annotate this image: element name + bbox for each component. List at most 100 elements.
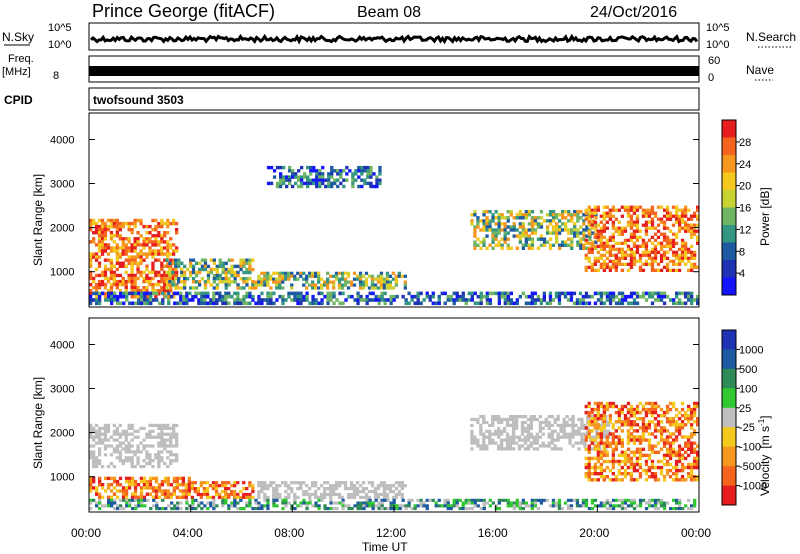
power-cell bbox=[379, 280, 384, 284]
velocity-cell bbox=[482, 507, 486, 511]
velocity-cell bbox=[488, 435, 492, 439]
velocity-cell bbox=[176, 507, 180, 511]
power-cell bbox=[281, 280, 285, 284]
power-cell bbox=[369, 175, 373, 179]
power-cell bbox=[130, 258, 134, 262]
power-cell bbox=[567, 213, 571, 217]
power-cell bbox=[587, 247, 591, 251]
power-cell bbox=[590, 226, 594, 230]
power-cell bbox=[674, 256, 679, 260]
velocity-cell bbox=[542, 498, 546, 502]
velocity-cell bbox=[677, 447, 682, 451]
velocity-cell bbox=[214, 492, 219, 497]
velocity-cell bbox=[520, 438, 525, 442]
power-cell bbox=[281, 298, 285, 302]
power-cell bbox=[203, 301, 207, 306]
power-cell bbox=[564, 222, 568, 226]
power-cell bbox=[245, 283, 249, 287]
power-cell bbox=[579, 216, 583, 220]
power-cell bbox=[356, 294, 360, 299]
velocity-cell bbox=[227, 492, 231, 497]
power-cell bbox=[629, 259, 634, 263]
velocity-cell bbox=[626, 438, 631, 442]
power-cell bbox=[482, 237, 486, 241]
velocity-cell bbox=[656, 441, 661, 445]
velocity-cell bbox=[317, 495, 321, 499]
velocity-cell bbox=[178, 476, 182, 481]
power-cell bbox=[100, 273, 105, 278]
power-cell bbox=[297, 175, 301, 179]
velocity-cell bbox=[696, 401, 700, 406]
velocity-cell bbox=[599, 432, 603, 436]
velocity-cell bbox=[121, 447, 125, 451]
power-cell bbox=[145, 295, 149, 299]
power-cell bbox=[524, 210, 528, 214]
velocity-y-tick-label: 2000 bbox=[50, 428, 74, 440]
velocity-cell bbox=[593, 414, 597, 418]
velocity-cell bbox=[184, 495, 188, 499]
power-cell bbox=[347, 294, 351, 299]
power-cell bbox=[407, 301, 411, 306]
power-cell bbox=[151, 264, 155, 268]
velocity-cell bbox=[299, 504, 303, 508]
power-cell bbox=[378, 178, 382, 182]
power-cell bbox=[671, 253, 676, 257]
velocity-cell bbox=[419, 501, 423, 505]
power-cell bbox=[221, 261, 225, 265]
power-cell bbox=[361, 283, 366, 287]
velocity-cell bbox=[317, 507, 321, 511]
velocity-cell bbox=[611, 498, 616, 502]
power-cell bbox=[653, 214, 658, 218]
power-cell bbox=[557, 298, 562, 302]
power-cell bbox=[494, 216, 498, 220]
power-cell bbox=[629, 294, 634, 299]
velocity-cell bbox=[284, 498, 288, 502]
velocity-cell bbox=[230, 490, 234, 494]
power-cell bbox=[119, 294, 123, 299]
power-cell bbox=[294, 181, 298, 186]
power-cell bbox=[473, 228, 477, 232]
power-cell bbox=[497, 294, 501, 299]
velocity-cell bbox=[92, 429, 96, 433]
velocity-cell bbox=[263, 498, 267, 502]
power-cell bbox=[128, 301, 132, 306]
velocity-cell bbox=[680, 453, 685, 458]
velocity-cell bbox=[455, 504, 459, 508]
velocity-cell bbox=[671, 420, 676, 424]
power-cell bbox=[611, 259, 615, 263]
power-cell bbox=[569, 291, 574, 296]
power-cell bbox=[239, 301, 243, 306]
velocity-cell bbox=[644, 462, 649, 467]
velocity-cell bbox=[571, 444, 575, 448]
power-cell bbox=[346, 286, 351, 290]
velocity-cell bbox=[644, 459, 649, 464]
velocity-cell bbox=[239, 507, 243, 511]
velocity-cell bbox=[110, 498, 114, 502]
power-cell bbox=[109, 289, 114, 293]
velocity-cell bbox=[376, 487, 381, 491]
velocity-cell bbox=[94, 459, 99, 463]
velocity-cell bbox=[538, 426, 542, 430]
power-cell bbox=[573, 213, 577, 217]
power-cell bbox=[148, 240, 152, 244]
velocity-cell bbox=[118, 432, 122, 436]
velocity-cell bbox=[211, 495, 216, 499]
power-cell bbox=[166, 224, 170, 229]
velocity-cell bbox=[185, 498, 189, 502]
power-cell bbox=[293, 298, 297, 302]
velocity-colorbar-label-close: ] bbox=[758, 416, 772, 419]
power-cell bbox=[690, 268, 694, 272]
power-cell bbox=[288, 175, 292, 179]
power-cell bbox=[161, 298, 165, 302]
power-cell bbox=[647, 238, 652, 242]
power-cell bbox=[656, 294, 661, 299]
power-cell bbox=[149, 294, 153, 299]
power-cell bbox=[647, 226, 652, 230]
velocity-cell bbox=[172, 429, 176, 433]
power-cell bbox=[680, 220, 685, 224]
velocity-cell bbox=[151, 486, 156, 490]
power-cell bbox=[92, 221, 96, 226]
velocity-cell bbox=[533, 504, 537, 508]
power-cell bbox=[605, 226, 609, 230]
velocity-cell bbox=[517, 447, 522, 451]
